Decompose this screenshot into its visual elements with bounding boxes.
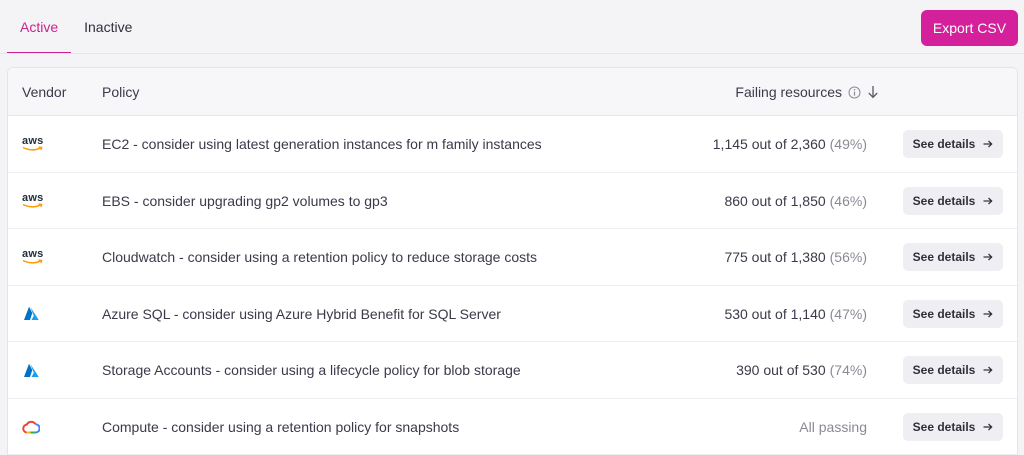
failing-percentage: (74%): [829, 362, 867, 378]
failing-count: 775 out of 1,380: [724, 249, 826, 265]
arrow-right-icon: [983, 307, 993, 321]
see-details-label: See details: [912, 137, 976, 151]
failing-percentage: (47%): [829, 305, 867, 322]
failing-count: 530 out of 1,140: [724, 305, 826, 322]
aws-logo-icon: aws: [22, 116, 62, 172]
header-policy: Policy: [102, 84, 140, 100]
table-row: Azure SQL - consider using Azure Hybrid …: [8, 286, 1017, 342]
header-vendor: Vendor: [22, 84, 67, 100]
arrow-right-icon: [983, 137, 993, 151]
failing-resources: 860 out of 1,850 (46%): [724, 173, 867, 229]
header-failing-label: Failing resources: [735, 84, 842, 100]
aws-logo-text: aws: [22, 135, 44, 147]
aws-logo-text: aws: [22, 248, 44, 260]
policy-name: Cloudwatch - consider using a retention …: [102, 249, 538, 265]
see-details-button[interactable]: See details: [903, 299, 1003, 328]
arrow-right-icon: [983, 363, 993, 377]
see-details-label: See details: [912, 250, 976, 264]
sort-descending-icon[interactable]: [867, 85, 879, 99]
gcp-logo-icon: [22, 399, 62, 455]
failing-resources: 1,145 out of 2,360 (49%): [713, 116, 867, 172]
aws-logo-icon: aws: [22, 229, 62, 285]
header-failing-resources[interactable]: Failing resources: [735, 68, 879, 116]
failing-percentage: (49%): [829, 136, 867, 152]
arrow-right-icon: [983, 250, 993, 264]
failing-resources: 390 out of 530 (74%): [736, 342, 867, 398]
see-details-label: See details: [912, 363, 976, 377]
table-row: aws EBS - consider upgrading gp2 volumes…: [8, 173, 1017, 229]
policy-name: Storage Accounts - consider using a life…: [102, 362, 521, 378]
policy-name: Compute - consider using a retention pol…: [102, 418, 460, 435]
failing-count: 390 out of 530: [736, 362, 826, 378]
see-details-button[interactable]: See details: [903, 130, 1003, 158]
see-details-button[interactable]: See details: [903, 412, 1003, 441]
table-header: Vendor Policy Failing resources: [8, 68, 1017, 116]
table-row: Storage Accounts - consider using a life…: [8, 342, 1017, 399]
failing-resources: 775 out of 1,380 (56%): [724, 229, 867, 285]
policy-name: EBS - consider upgrading gp2 volumes to …: [102, 192, 388, 209]
tab-inactive[interactable]: Inactive: [84, 19, 133, 35]
failing-percentage: (56%): [829, 249, 867, 265]
see-details-label: See details: [912, 306, 976, 321]
tab-active[interactable]: Active: [7, 0, 72, 54]
failing-percentage: (46%): [829, 192, 867, 209]
failing-resources: All passing: [799, 399, 867, 455]
failing-count: All passing: [799, 418, 867, 435]
table-row: aws Cloudwatch - consider using a retent…: [8, 229, 1017, 286]
see-details-label: See details: [912, 419, 976, 434]
aws-logo-text: aws: [22, 191, 44, 204]
failing-count: 1,145 out of 2,360: [712, 136, 826, 152]
export-csv-button[interactable]: Export CSV: [921, 10, 1018, 46]
arrow-right-icon: [983, 194, 993, 208]
arrow-right-icon: [983, 420, 993, 434]
tab-bar: Active Inactive: [7, 0, 145, 54]
failing-count: 860 out of 1,850: [724, 192, 826, 209]
aws-logo-icon: aws: [22, 173, 62, 229]
failing-resources: 530 out of 1,140 (47%): [724, 286, 867, 342]
policies-table: Vendor Policy Failing resources aws EC2 …: [7, 67, 1018, 455]
tab-divider: [0, 53, 1024, 54]
policy-name: Azure SQL - consider using Azure Hybrid …: [102, 305, 501, 322]
table-body: aws EC2 - consider using latest generati…: [8, 116, 1017, 455]
see-details-button[interactable]: See details: [903, 243, 1003, 271]
see-details-label: See details: [912, 193, 976, 208]
azure-logo-icon: [22, 286, 62, 342]
see-details-button[interactable]: See details: [903, 356, 1003, 384]
policy-name: EC2 - consider using latest generation i…: [102, 136, 542, 152]
see-details-button[interactable]: See details: [903, 186, 1003, 215]
info-icon[interactable]: [848, 86, 861, 99]
azure-logo-icon: [22, 342, 62, 398]
table-row: aws EC2 - consider using latest generati…: [8, 116, 1017, 173]
table-row: Compute - consider using a retention pol…: [8, 399, 1017, 455]
